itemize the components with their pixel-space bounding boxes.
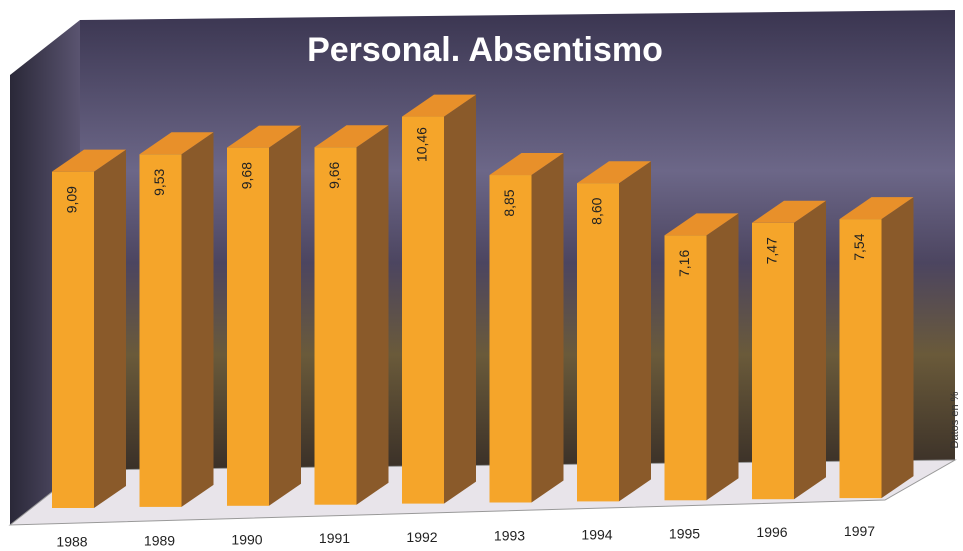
x-tick-label: 1996 xyxy=(756,524,787,540)
bar-front xyxy=(752,222,794,500)
bar-side xyxy=(181,132,214,507)
bar-front xyxy=(139,154,182,507)
x-tick-label: 1997 xyxy=(844,523,875,539)
bar-front xyxy=(489,175,532,503)
bar-top xyxy=(839,197,914,220)
bar-top xyxy=(314,125,389,148)
value-label: 9,09 xyxy=(64,186,80,213)
bar-front xyxy=(664,235,707,501)
bar xyxy=(752,200,826,500)
bar-top xyxy=(577,161,651,184)
value-label: 9,68 xyxy=(239,162,255,189)
x-tick-label: 1988 xyxy=(56,534,87,550)
bar-top xyxy=(139,132,214,155)
bar-top xyxy=(752,200,826,223)
bar xyxy=(664,213,739,501)
bar-top xyxy=(52,149,126,172)
x-tick-label: 1992 xyxy=(406,529,437,545)
bar xyxy=(402,94,476,504)
bar-side xyxy=(269,125,301,506)
bar-front xyxy=(52,171,94,509)
chart-title: Personal. Absentismo xyxy=(307,31,663,69)
value-label: 10,46 xyxy=(414,127,430,162)
bar xyxy=(489,153,564,503)
bar-top xyxy=(402,94,476,117)
bar-front xyxy=(227,147,269,506)
bar-front xyxy=(839,219,882,499)
bar-side xyxy=(356,125,389,505)
bar xyxy=(314,125,389,505)
bar xyxy=(839,197,914,499)
x-tick-label: 1991 xyxy=(319,530,350,546)
bar-side xyxy=(794,200,826,500)
bar xyxy=(577,161,651,502)
x-tick-label: 1993 xyxy=(494,528,525,544)
bar-front xyxy=(577,183,619,502)
bar xyxy=(139,132,214,507)
x-tick-label: 1989 xyxy=(144,533,175,549)
value-label: 8,85 xyxy=(501,189,517,216)
bar xyxy=(227,125,301,506)
bar-side xyxy=(531,153,564,503)
value-label: 9,53 xyxy=(151,168,167,195)
value-label: 7,47 xyxy=(764,237,780,264)
bar-side xyxy=(444,94,476,504)
value-label: 7,54 xyxy=(851,233,867,260)
value-label: 8,60 xyxy=(589,197,605,224)
bar-front xyxy=(314,147,357,505)
bar-side xyxy=(881,197,914,499)
bar-top xyxy=(664,213,739,236)
bar xyxy=(52,149,126,509)
value-label: 9,66 xyxy=(326,161,342,188)
bar-side xyxy=(706,213,739,501)
x-tick-label: 1990 xyxy=(231,531,262,547)
value-label: 7,16 xyxy=(676,250,692,277)
bar-side xyxy=(619,161,651,502)
axis-label: Datos en % xyxy=(949,391,961,448)
bar-side xyxy=(94,149,126,509)
bar-top xyxy=(227,125,301,148)
bar-front xyxy=(402,116,444,504)
bar-top xyxy=(489,153,564,176)
x-tick-label: 1994 xyxy=(581,527,612,543)
x-tick-label: 1995 xyxy=(669,525,700,541)
